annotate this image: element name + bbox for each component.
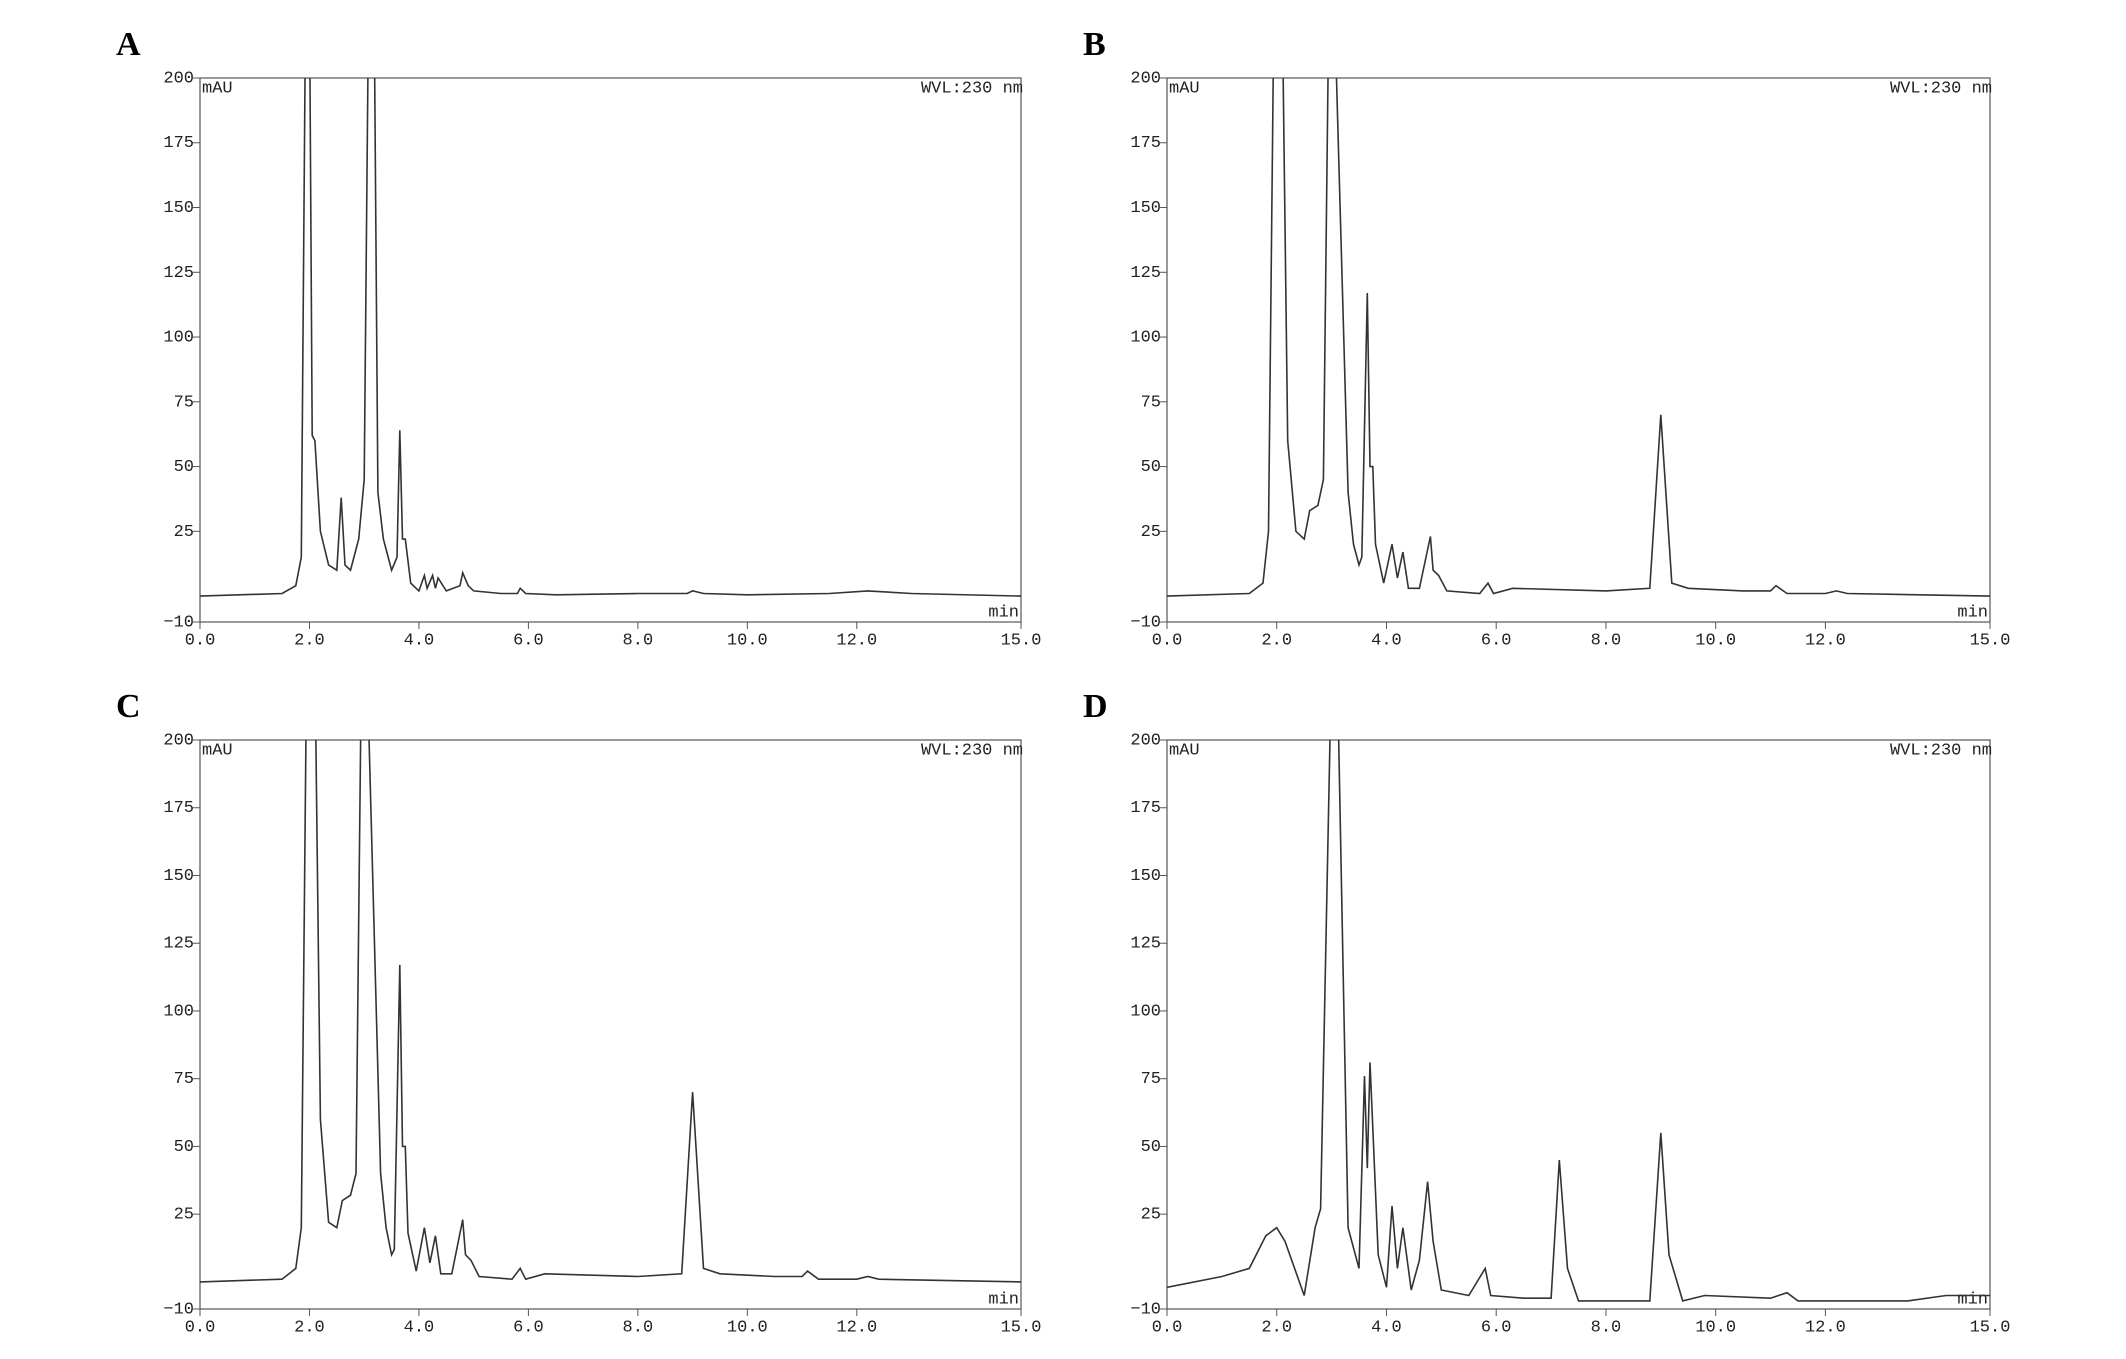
y-tick-label: 75 — [1141, 393, 1161, 412]
x-tick-label: 15.0 — [1001, 1318, 1042, 1337]
y-tick-label: 50 — [174, 458, 194, 477]
y-tick-label: 150 — [1130, 867, 1161, 886]
y-tick-label: 200 — [1130, 731, 1161, 750]
y-axis-unit: mAU — [202, 79, 233, 98]
y-tick-label: 125 — [1130, 935, 1161, 954]
x-tick-label: 8.0 — [623, 1318, 654, 1337]
x-tick-label: 6.0 — [513, 631, 544, 650]
y-tick-label: 100 — [163, 329, 194, 348]
plot-frame — [1166, 77, 1991, 623]
x-tick-label: 4.0 — [404, 1318, 435, 1337]
y-tick-label: 125 — [163, 264, 194, 283]
panel-label: B — [1083, 26, 1106, 63]
y-tick-label: 200 — [163, 731, 194, 750]
x-tick-label: 10.0 — [1695, 631, 1736, 650]
x-tick-label: 12.0 — [836, 1318, 877, 1337]
y-tick-label: 100 — [163, 1002, 194, 1021]
y-tick-label: 200 — [163, 69, 194, 88]
y-axis-unit: mAU — [1169, 79, 1200, 98]
x-tick-label: 2.0 — [1261, 1318, 1292, 1337]
x-tick-label: 8.0 — [623, 631, 654, 650]
y-tick-label: 100 — [1130, 1002, 1161, 1021]
y-tick-label: 25 — [174, 1206, 194, 1225]
y-tick-label: 175 — [1130, 799, 1161, 818]
y-tick-label: 175 — [163, 134, 194, 153]
x-tick-label: 2.0 — [294, 631, 325, 650]
y-tick-label: 25 — [1141, 1206, 1161, 1225]
x-tick-label: 4.0 — [1371, 631, 1402, 650]
panel-label: D — [1083, 688, 1108, 725]
x-axis-unit: min — [988, 1290, 1019, 1309]
y-tick-label: 75 — [1141, 1070, 1161, 1089]
x-tick-label: 8.0 — [1591, 1318, 1622, 1337]
x-tick-label: 0.0 — [185, 1318, 216, 1337]
x-tick-label: 6.0 — [1481, 1318, 1512, 1337]
y-axis-unit: mAU — [1169, 741, 1200, 760]
x-tick-label: 15.0 — [1001, 631, 1042, 650]
chromatogram-line — [1167, 78, 1990, 597]
y-tick-label: −10 — [1130, 613, 1161, 632]
x-tick-label: 12.0 — [1805, 1318, 1846, 1337]
chromatogram-line — [200, 78, 1021, 597]
plot-frame — [199, 739, 1022, 1310]
x-tick-label: 0.0 — [1152, 1318, 1183, 1337]
x-tick-label: 4.0 — [1371, 1318, 1402, 1337]
y-tick-label: 50 — [174, 1138, 194, 1157]
y-tick-label: 125 — [163, 935, 194, 954]
y-axis-unit: mAU — [202, 741, 233, 760]
y-tick-label: −10 — [163, 613, 194, 632]
wavelength-annotation: WVL:230 nm — [1890, 741, 1992, 760]
y-tick-label: −10 — [1130, 1300, 1161, 1319]
y-tick-label: 100 — [1130, 329, 1161, 348]
x-tick-label: 12.0 — [1805, 631, 1846, 650]
x-axis-unit: min — [988, 603, 1019, 622]
y-tick-label: 175 — [1130, 134, 1161, 153]
x-tick-label: 6.0 — [1481, 631, 1512, 650]
plot-frame — [199, 77, 1022, 623]
y-tick-label: 200 — [1130, 69, 1161, 88]
x-tick-label: 10.0 — [727, 1318, 768, 1337]
y-tick-label: 150 — [1130, 199, 1161, 218]
plot-frame — [1166, 739, 1991, 1310]
x-tick-label: 4.0 — [404, 631, 435, 650]
x-tick-label: 15.0 — [1970, 1318, 2011, 1337]
y-tick-label: 25 — [1141, 523, 1161, 542]
x-axis-unit: min — [1957, 603, 1988, 622]
wavelength-annotation: WVL:230 nm — [1890, 79, 1992, 98]
y-tick-label: −10 — [163, 1300, 194, 1319]
x-tick-label: 10.0 — [1695, 1318, 1736, 1337]
y-tick-label: 150 — [163, 867, 194, 886]
x-tick-label: 0.0 — [1152, 631, 1183, 650]
x-tick-label: 0.0 — [185, 631, 216, 650]
x-tick-label: 2.0 — [294, 1318, 325, 1337]
x-axis-unit: min — [1957, 1290, 1988, 1309]
panel-label: C — [116, 688, 141, 725]
x-tick-label: 6.0 — [513, 1318, 544, 1337]
y-tick-label: 150 — [163, 199, 194, 218]
y-tick-label: 125 — [1130, 264, 1161, 283]
y-tick-label: 50 — [1141, 458, 1161, 477]
panel-label: A — [116, 26, 141, 63]
x-tick-label: 12.0 — [836, 631, 877, 650]
y-tick-label: 75 — [174, 1070, 194, 1089]
x-tick-label: 15.0 — [1970, 631, 2011, 650]
x-tick-label: 8.0 — [1591, 631, 1622, 650]
y-tick-label: 175 — [163, 799, 194, 818]
x-tick-label: 2.0 — [1261, 631, 1292, 650]
chromatogram-line — [200, 740, 1021, 1283]
wavelength-annotation: WVL:230 nm — [921, 741, 1023, 760]
y-tick-label: 50 — [1141, 1138, 1161, 1157]
x-tick-label: 10.0 — [727, 631, 768, 650]
y-tick-label: 75 — [174, 393, 194, 412]
chromatogram-line — [1167, 740, 1990, 1302]
y-tick-label: 25 — [174, 523, 194, 542]
wavelength-annotation: WVL:230 nm — [921, 79, 1023, 98]
